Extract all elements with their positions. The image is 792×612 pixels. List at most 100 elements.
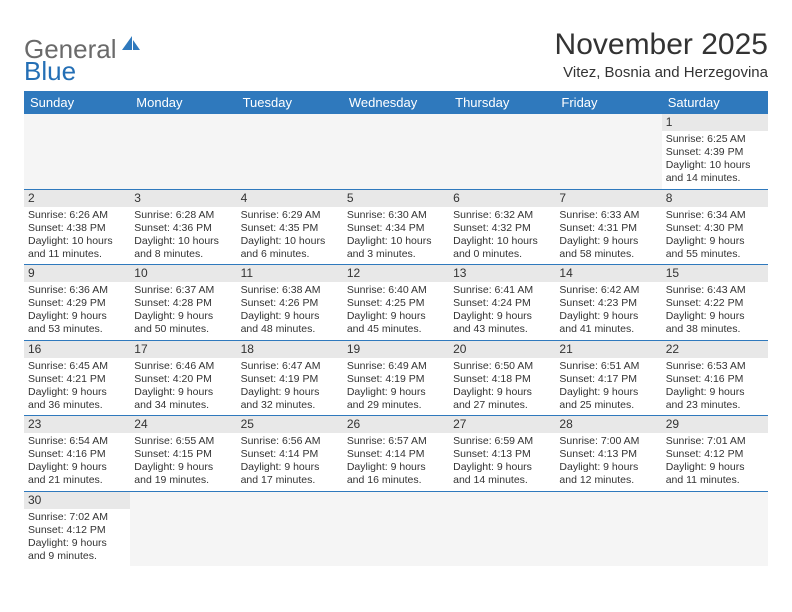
day-cell: 9Sunrise: 6:36 AMSunset: 4:29 PMDaylight… (24, 265, 130, 341)
sunset-text: Sunset: 4:14 PM (347, 448, 445, 461)
sunset-text: Sunset: 4:25 PM (347, 297, 445, 310)
sunset-text: Sunset: 4:34 PM (347, 222, 445, 235)
day-cell: 16Sunrise: 6:45 AMSunset: 4:21 PMDayligh… (24, 340, 130, 416)
week-row: 9Sunrise: 6:36 AMSunset: 4:29 PMDaylight… (24, 265, 768, 341)
day-cell: 12Sunrise: 6:40 AMSunset: 4:25 PMDayligh… (343, 265, 449, 341)
daylight-text: Daylight: 9 hours and 38 minutes. (666, 310, 764, 336)
sunrise-text: Sunrise: 6:28 AM (134, 209, 232, 222)
daylight-text: Daylight: 9 hours and 14 minutes. (453, 461, 551, 487)
sunrise-text: Sunrise: 6:38 AM (241, 284, 339, 297)
daylight-text: Daylight: 10 hours and 11 minutes. (28, 235, 126, 261)
sunset-text: Sunset: 4:28 PM (134, 297, 232, 310)
sunset-text: Sunset: 4:22 PM (666, 297, 764, 310)
daylight-text: Daylight: 9 hours and 11 minutes. (666, 461, 764, 487)
sunrise-text: Sunrise: 6:51 AM (559, 360, 657, 373)
sunrise-text: Sunrise: 6:59 AM (453, 435, 551, 448)
sunset-text: Sunset: 4:19 PM (241, 373, 339, 386)
day-cell: 1Sunrise: 6:25 AMSunset: 4:39 PMDaylight… (662, 114, 768, 189)
sunset-text: Sunset: 4:20 PM (134, 373, 232, 386)
sunset-text: Sunset: 4:39 PM (666, 146, 764, 159)
day-number: 21 (555, 341, 661, 358)
day-number: 8 (662, 190, 768, 207)
sunset-text: Sunset: 4:35 PM (241, 222, 339, 235)
sunrise-text: Sunrise: 6:25 AM (666, 133, 764, 146)
day-cell (449, 114, 555, 189)
day-number: 5 (343, 190, 449, 207)
sunset-text: Sunset: 4:12 PM (28, 524, 126, 537)
day-number: 25 (237, 416, 343, 433)
sunset-text: Sunset: 4:12 PM (666, 448, 764, 461)
sunset-text: Sunset: 4:16 PM (28, 448, 126, 461)
day-cell: 2Sunrise: 6:26 AMSunset: 4:38 PMDaylight… (24, 189, 130, 265)
day-cell: 15Sunrise: 6:43 AMSunset: 4:22 PMDayligh… (662, 265, 768, 341)
day-cell: 23Sunrise: 6:54 AMSunset: 4:16 PMDayligh… (24, 416, 130, 492)
daylight-text: Daylight: 9 hours and 16 minutes. (347, 461, 445, 487)
day-cell (237, 114, 343, 189)
day-cell: 27Sunrise: 6:59 AMSunset: 4:13 PMDayligh… (449, 416, 555, 492)
day-cell: 29Sunrise: 7:01 AMSunset: 4:12 PMDayligh… (662, 416, 768, 492)
daylight-text: Daylight: 9 hours and 19 minutes. (134, 461, 232, 487)
sunrise-text: Sunrise: 6:36 AM (28, 284, 126, 297)
sunset-text: Sunset: 4:31 PM (559, 222, 657, 235)
day-cell: 14Sunrise: 6:42 AMSunset: 4:23 PMDayligh… (555, 265, 661, 341)
day-number: 20 (449, 341, 555, 358)
day-cell (662, 491, 768, 566)
day-cell: 26Sunrise: 6:57 AMSunset: 4:14 PMDayligh… (343, 416, 449, 492)
day-cell: 17Sunrise: 6:46 AMSunset: 4:20 PMDayligh… (130, 340, 236, 416)
day-header: Thursday (449, 91, 555, 114)
day-cell: 18Sunrise: 6:47 AMSunset: 4:19 PMDayligh… (237, 340, 343, 416)
sunset-text: Sunset: 4:32 PM (453, 222, 551, 235)
day-cell: 7Sunrise: 6:33 AMSunset: 4:31 PMDaylight… (555, 189, 661, 265)
day-cell (555, 114, 661, 189)
sunset-text: Sunset: 4:23 PM (559, 297, 657, 310)
daylight-text: Daylight: 10 hours and 3 minutes. (347, 235, 445, 261)
sunrise-text: Sunrise: 7:01 AM (666, 435, 764, 448)
daylight-text: Daylight: 10 hours and 8 minutes. (134, 235, 232, 261)
sunrise-text: Sunrise: 6:43 AM (666, 284, 764, 297)
calendar-table: Sunday Monday Tuesday Wednesday Thursday… (24, 91, 768, 566)
logo-sail-icon (120, 28, 142, 59)
day-cell (237, 491, 343, 566)
daylight-text: Daylight: 9 hours and 25 minutes. (559, 386, 657, 412)
sunset-text: Sunset: 4:21 PM (28, 373, 126, 386)
day-cell: 25Sunrise: 6:56 AMSunset: 4:14 PMDayligh… (237, 416, 343, 492)
week-row: 23Sunrise: 6:54 AMSunset: 4:16 PMDayligh… (24, 416, 768, 492)
sunrise-text: Sunrise: 7:00 AM (559, 435, 657, 448)
day-header: Sunday (24, 91, 130, 114)
sunrise-text: Sunrise: 6:47 AM (241, 360, 339, 373)
sunrise-text: Sunrise: 6:49 AM (347, 360, 445, 373)
sunrise-text: Sunrise: 6:46 AM (134, 360, 232, 373)
day-number: 6 (449, 190, 555, 207)
week-row: 16Sunrise: 6:45 AMSunset: 4:21 PMDayligh… (24, 340, 768, 416)
sunset-text: Sunset: 4:13 PM (559, 448, 657, 461)
sunset-text: Sunset: 4:14 PM (241, 448, 339, 461)
day-header: Monday (130, 91, 236, 114)
sunset-text: Sunset: 4:18 PM (453, 373, 551, 386)
daylight-text: Daylight: 9 hours and 29 minutes. (347, 386, 445, 412)
sunrise-text: Sunrise: 6:34 AM (666, 209, 764, 222)
day-cell (130, 491, 236, 566)
day-header: Saturday (662, 91, 768, 114)
sunset-text: Sunset: 4:16 PM (666, 373, 764, 386)
sunrise-text: Sunrise: 6:37 AM (134, 284, 232, 297)
day-cell (24, 114, 130, 189)
week-row: 30Sunrise: 7:02 AMSunset: 4:12 PMDayligh… (24, 491, 768, 566)
day-cell (343, 114, 449, 189)
day-number: 11 (237, 265, 343, 282)
daylight-text: Daylight: 9 hours and 53 minutes. (28, 310, 126, 336)
sunset-text: Sunset: 4:38 PM (28, 222, 126, 235)
header: General November 2025 Vitez, Bosnia and … (24, 28, 768, 81)
sunrise-text: Sunrise: 6:56 AM (241, 435, 339, 448)
day-cell: 3Sunrise: 6:28 AMSunset: 4:36 PMDaylight… (130, 189, 236, 265)
day-cell (555, 491, 661, 566)
sunrise-text: Sunrise: 6:30 AM (347, 209, 445, 222)
title-block: November 2025 Vitez, Bosnia and Herzegov… (555, 28, 768, 81)
day-number: 18 (237, 341, 343, 358)
daylight-text: Daylight: 9 hours and 12 minutes. (559, 461, 657, 487)
day-number: 12 (343, 265, 449, 282)
logo-text-2: Blue (24, 56, 76, 87)
day-number: 30 (24, 492, 130, 509)
page-title: November 2025 (555, 28, 768, 62)
sunset-text: Sunset: 4:24 PM (453, 297, 551, 310)
sunrise-text: Sunrise: 6:45 AM (28, 360, 126, 373)
